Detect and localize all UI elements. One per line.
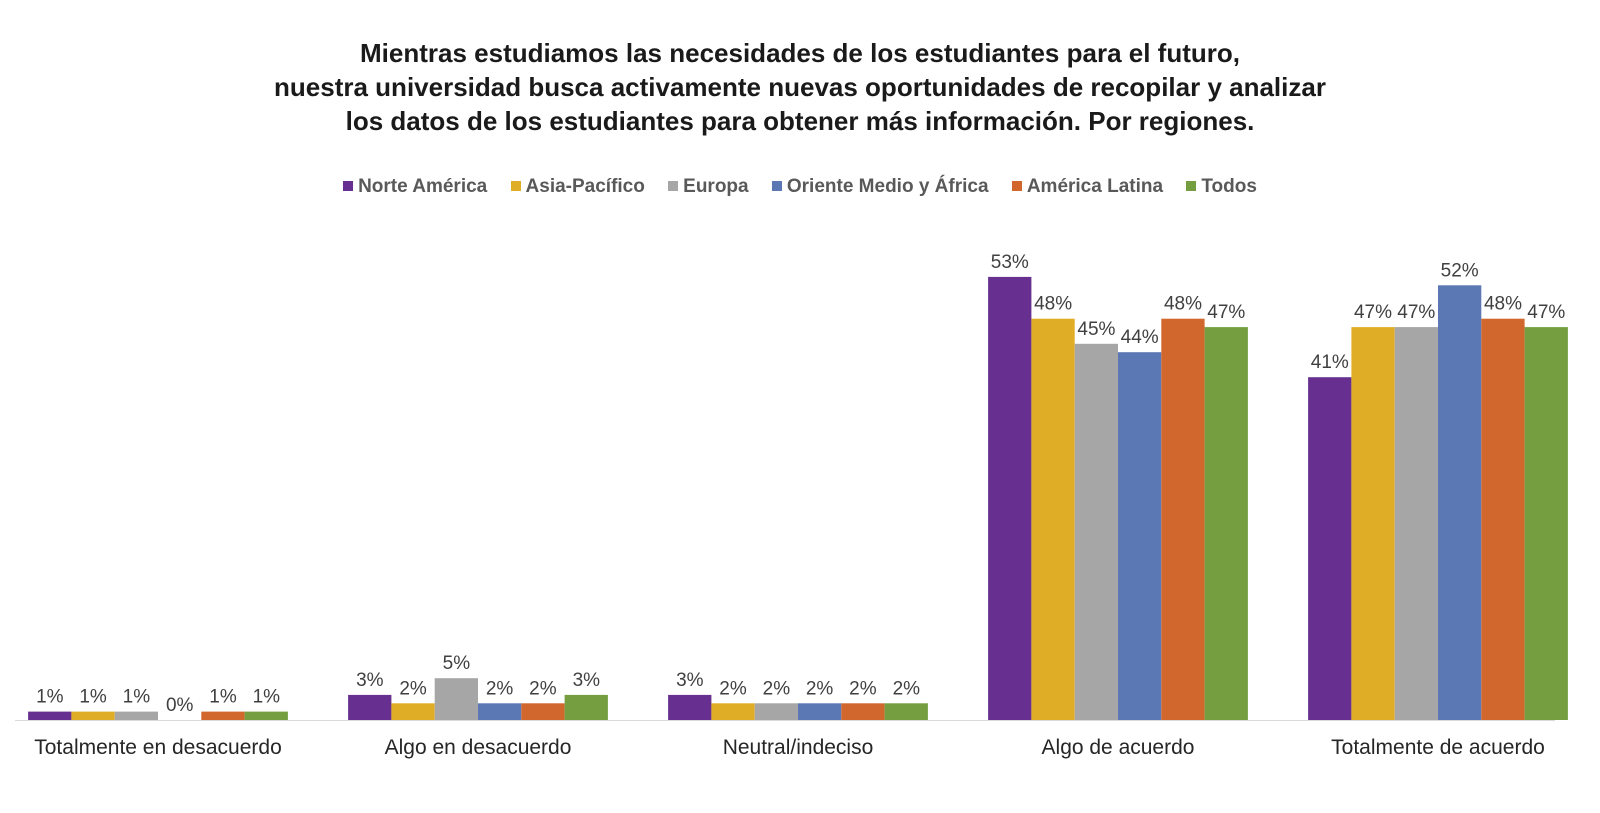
- bar-oriente-medio-y-frica-4[interactable]: [1438, 285, 1482, 720]
- chart-title-line: Mientras estudiamos las necesidades de l…: [360, 38, 1240, 68]
- legend-swatch: [510, 181, 521, 191]
- legend-item-america-latina[interactable]: América Latina: [1011, 176, 1164, 198]
- data-label: 47%: [1397, 302, 1435, 323]
- data-label: 53%: [991, 252, 1029, 273]
- bar-norte-am-rica-3[interactable]: [988, 276, 1032, 720]
- data-label: 2%: [486, 678, 514, 699]
- data-label: 3%: [573, 670, 601, 691]
- bar-am-rica-latina-2[interactable]: [841, 703, 885, 720]
- bar-todos-0[interactable]: [244, 711, 288, 720]
- legend-label: Oriente Medio y África: [786, 176, 989, 197]
- data-label: 48%: [1164, 294, 1202, 315]
- category-label: Totalmente de acuerdo: [1331, 736, 1545, 759]
- bar-todos-1[interactable]: [564, 694, 608, 720]
- category-label: Neutral/indeciso: [723, 736, 874, 759]
- data-label: 1%: [123, 687, 151, 708]
- bar-asia-pac-fico-3[interactable]: [1031, 318, 1075, 720]
- bar-am-rica-latina-4[interactable]: [1481, 318, 1525, 720]
- data-label: 2%: [719, 678, 747, 699]
- bar-asia-pac-fico-2[interactable]: [711, 703, 755, 720]
- data-label: 2%: [399, 678, 427, 699]
- bar-am-rica-latina-3[interactable]: [1161, 318, 1205, 720]
- data-label: 1%: [209, 687, 237, 708]
- bar-norte-am-rica-0[interactable]: [28, 711, 72, 720]
- legend-item-todos[interactable]: Todos: [1186, 176, 1257, 198]
- data-label: 2%: [806, 678, 834, 699]
- data-label: 47%: [1354, 302, 1392, 323]
- legend-label: América Latina: [1026, 176, 1164, 197]
- data-label: 52%: [1441, 260, 1479, 281]
- legend-item-norte-america[interactable]: Norte América: [343, 176, 487, 198]
- data-label: 3%: [676, 670, 704, 691]
- legend-label: Europa: [683, 176, 749, 197]
- bar-oriente-medio-y-frica-2[interactable]: [798, 703, 842, 720]
- bar-am-rica-latina-0[interactable]: [201, 711, 245, 720]
- legend-label: Todos: [1201, 176, 1257, 197]
- bar-europa-1[interactable]: [434, 678, 478, 720]
- data-label: 48%: [1034, 294, 1072, 315]
- legend-item-oriente-medio-africa[interactable]: Oriente Medio y África: [771, 176, 989, 198]
- data-label: 5%: [443, 653, 471, 674]
- data-label: 3%: [356, 670, 384, 691]
- data-label: 2%: [849, 678, 877, 699]
- data-label: 44%: [1121, 327, 1159, 348]
- bar-am-rica-latina-1[interactable]: [521, 703, 565, 720]
- legend-swatch: [1011, 181, 1022, 191]
- data-label: 1%: [79, 687, 107, 708]
- bar-norte-am-rica-4[interactable]: [1308, 377, 1352, 720]
- chart-legend: Norte América Asia-Pacífico Europa Orien…: [0, 176, 1600, 198]
- category-label: Totalmente en desacuerdo: [34, 736, 282, 759]
- legend-swatch: [771, 181, 782, 191]
- bar-todos-2[interactable]: [884, 703, 928, 720]
- data-label: 2%: [763, 678, 791, 699]
- bar-asia-pac-fico-4[interactable]: [1351, 327, 1395, 720]
- legend-label: Asia-Pacífico: [525, 176, 645, 197]
- data-label: 45%: [1077, 319, 1115, 340]
- chart-title-line: nuestra universidad busca activamente nu…: [274, 72, 1326, 102]
- legend-item-europa[interactable]: Europa: [668, 176, 749, 198]
- data-label: 1%: [253, 687, 281, 708]
- legend-swatch: [343, 181, 354, 191]
- bar-europa-3[interactable]: [1074, 343, 1118, 720]
- bar-oriente-medio-y-frica-3[interactable]: [1118, 352, 1162, 720]
- data-label: 48%: [1484, 294, 1522, 315]
- bar-todos-3[interactable]: [1204, 327, 1248, 720]
- data-label: 2%: [893, 678, 921, 699]
- bar-europa-4[interactable]: [1394, 327, 1438, 720]
- data-label: 1%: [36, 687, 64, 708]
- bar-asia-pac-fico-1[interactable]: [391, 703, 435, 720]
- legend-item-asia-pacifico[interactable]: Asia-Pacífico: [510, 176, 645, 198]
- legend-swatch: [1186, 181, 1197, 191]
- data-label: 0%: [166, 695, 194, 716]
- bar-europa-0[interactable]: [114, 711, 158, 720]
- bar-asia-pac-fico-0[interactable]: [71, 711, 115, 720]
- chart-title-line: los datos de los estudiantes para obtene…: [345, 106, 1255, 136]
- legend-label: Norte América: [358, 176, 488, 197]
- bar-oriente-medio-y-frica-1[interactable]: [478, 703, 522, 720]
- bar-norte-am-rica-2[interactable]: [668, 694, 712, 720]
- bar-todos-4[interactable]: [1524, 327, 1568, 720]
- legend-swatch: [668, 181, 679, 191]
- data-label: 47%: [1207, 302, 1245, 323]
- chart-title: Mientras estudiamos las necesidades de l…: [0, 36, 1600, 138]
- bar-europa-2[interactable]: [754, 703, 798, 720]
- category-label: Algo de acuerdo: [1042, 736, 1195, 759]
- category-label: Algo en desacuerdo: [385, 736, 572, 759]
- data-label: 41%: [1311, 352, 1349, 373]
- data-label: 2%: [529, 678, 557, 699]
- data-label: 47%: [1527, 302, 1565, 323]
- bar-norte-am-rica-1[interactable]: [348, 694, 392, 720]
